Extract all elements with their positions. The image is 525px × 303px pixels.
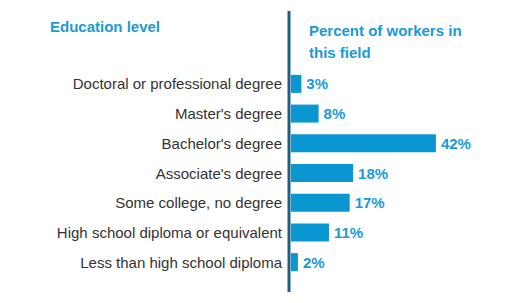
svg-text:3%: 3% [306, 75, 328, 92]
svg-text:17%: 17% [355, 194, 385, 211]
svg-text:Some college, no degree: Some college, no degree [115, 194, 282, 211]
svg-text:42%: 42% [441, 135, 471, 152]
svg-text:Master's degree: Master's degree [175, 105, 282, 122]
svg-text:this field: this field [309, 44, 371, 61]
svg-text:Bachelor's degree: Bachelor's degree [162, 135, 282, 152]
svg-text:18%: 18% [358, 165, 388, 182]
svg-text:11%: 11% [334, 224, 363, 241]
svg-text:Doctoral or professional degre: Doctoral or professional degree [73, 75, 282, 92]
svg-text:Associate's degree: Associate's degree [156, 165, 282, 182]
svg-text:Less than high school diploma: Less than high school diploma [80, 254, 282, 271]
svg-text:8%: 8% [324, 105, 346, 122]
svg-text:2%: 2% [303, 254, 325, 271]
svg-text:Education level: Education level [50, 18, 160, 35]
svg-text:Percent of workers in: Percent of workers in [309, 22, 466, 39]
svg-text:High school diploma or equival: High school diploma or equivalent [57, 224, 283, 241]
